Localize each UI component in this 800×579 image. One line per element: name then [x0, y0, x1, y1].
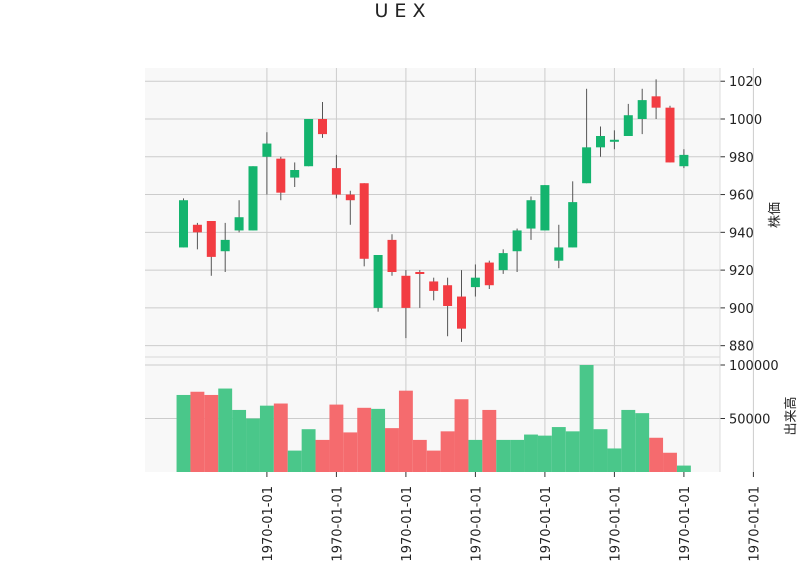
volume-bar	[218, 388, 233, 472]
candle-body	[248, 166, 258, 231]
volume-bar	[510, 439, 525, 472]
candle-body	[373, 255, 383, 308]
candle-body	[429, 281, 439, 291]
volume-bar	[301, 429, 316, 472]
candle-body	[276, 158, 286, 193]
volume-bar	[524, 434, 538, 472]
volume-bar	[371, 408, 386, 472]
x-tick-label: 1970-01-01	[747, 486, 762, 562]
candle-body	[568, 202, 578, 248]
volume-bar	[232, 409, 247, 472]
x-tick-label: 1970-01-01	[469, 486, 484, 562]
volume-bar	[385, 428, 399, 472]
volume-bar	[176, 394, 191, 472]
x-tick-label: 1970-01-01	[539, 486, 554, 562]
volume-bar	[565, 431, 580, 472]
candle-body	[206, 221, 216, 257]
price-tick-label: 1000	[729, 113, 762, 128]
candle-body	[609, 139, 619, 142]
volume-bar	[676, 465, 691, 472]
volume-bar	[190, 391, 205, 472]
candle-body	[498, 253, 508, 271]
volume-bar	[454, 399, 469, 472]
volume-bar	[412, 439, 427, 472]
price-panel	[145, 68, 720, 357]
chart-title: U E X	[374, 0, 425, 22]
candle-body	[220, 239, 230, 252]
candle-body	[651, 96, 661, 108]
price-tick-label: 960	[729, 189, 754, 204]
x-tick-label: 1970-01-01	[678, 486, 693, 562]
candle-body	[554, 247, 564, 261]
volume-bar	[537, 435, 552, 472]
volume-bar	[663, 452, 677, 472]
volume-bar	[273, 403, 288, 472]
candle-body	[526, 200, 536, 229]
price-axis-label: 株価	[768, 202, 783, 228]
volume-bar	[440, 431, 455, 472]
candle-body	[304, 119, 314, 167]
candle-body	[470, 277, 480, 288]
candle-body	[637, 100, 647, 119]
candle-body	[665, 107, 675, 163]
volume-bar	[315, 439, 330, 472]
volume-bar	[329, 404, 344, 472]
candle-body	[290, 170, 300, 178]
volume-bar	[607, 448, 622, 472]
candle-body	[596, 136, 605, 148]
volume-bar	[649, 437, 664, 472]
volume-bar	[246, 418, 260, 472]
candle-body	[234, 217, 244, 231]
candle-body	[345, 194, 355, 201]
candle-body	[623, 115, 633, 136]
volume-bar	[635, 413, 650, 472]
volume-bar	[287, 450, 302, 472]
price-tick-label: 940	[729, 226, 754, 241]
candle-body	[484, 262, 494, 286]
candle-body	[401, 275, 411, 308]
candle-body	[318, 119, 327, 135]
candle-body	[415, 272, 425, 274]
volume-bar	[621, 409, 636, 472]
volume-bar	[579, 365, 594, 472]
volume-bar	[357, 407, 372, 472]
volume-bar	[426, 450, 441, 472]
price-tick-label: 920	[729, 264, 754, 279]
x-tick-label: 1970-01-01	[261, 486, 276, 562]
candle-body	[679, 154, 689, 167]
price-tick-label: 1020	[729, 75, 762, 90]
candle-body	[582, 147, 592, 184]
volume-bar	[259, 405, 274, 472]
candle-body	[457, 296, 466, 329]
volume-bar	[204, 394, 219, 472]
volume-tick-label: 100000	[729, 359, 779, 374]
price-tick-label: 900	[729, 302, 754, 317]
candle-body	[512, 230, 522, 252]
x-tick-label: 1970-01-01	[400, 486, 415, 562]
volume-bar	[551, 427, 566, 472]
candle-body	[443, 285, 453, 306]
candle-body	[262, 143, 272, 157]
volume-bar	[593, 429, 608, 472]
volume-axis-label: 出来高	[783, 396, 799, 435]
candle-body	[540, 185, 550, 231]
x-tick-label: 1970-01-01	[608, 486, 623, 562]
candle-body	[179, 200, 188, 248]
volume-bar	[496, 439, 511, 472]
price-tick-label: 980	[729, 151, 754, 166]
volume-bar	[482, 409, 497, 472]
candle-body	[387, 239, 397, 272]
candle-body	[331, 168, 341, 195]
volume-bar	[468, 439, 483, 472]
candle-body	[359, 183, 369, 259]
price-tick-label: 880	[729, 340, 754, 355]
candle-body	[192, 224, 202, 233]
volume-bar	[398, 390, 413, 472]
volume-tick-label: 50000	[729, 413, 770, 428]
volume-bar	[343, 432, 358, 472]
x-tick-label: 1970-01-01	[330, 486, 345, 562]
